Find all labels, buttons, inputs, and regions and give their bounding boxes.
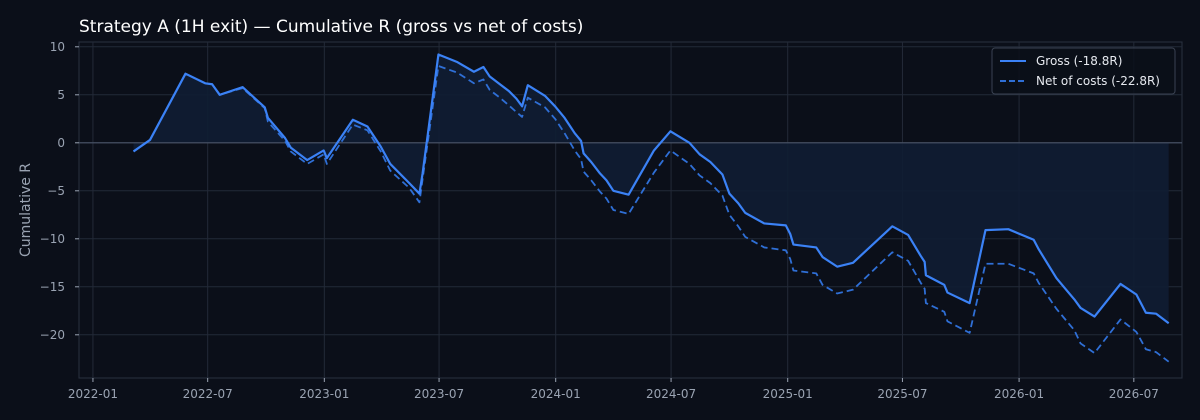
x-tick-label: 2026-01 bbox=[994, 387, 1044, 401]
legend-net-label: Net of costs (-22.8R) bbox=[1036, 74, 1160, 88]
x-tick-label: 2024-01 bbox=[531, 387, 581, 401]
x-tick-label: 2023-01 bbox=[299, 387, 349, 401]
gross-area-fill bbox=[133, 54, 1169, 324]
y-tick-label: −20 bbox=[40, 328, 65, 342]
net-series-line bbox=[133, 65, 1170, 363]
y-axis-label: Cumulative R bbox=[18, 163, 34, 257]
x-tick-label: 2023-07 bbox=[414, 387, 464, 401]
gross-series-line bbox=[132, 53, 1170, 325]
y-tick-label: −10 bbox=[40, 232, 65, 246]
y-tick-label: 5 bbox=[57, 88, 65, 102]
x-tick-label: 2022-01 bbox=[68, 387, 118, 401]
plot-area: 10 5 0 −5 −10 −15 −20 2022-01 2022-07 2023-01 2023… bbox=[40, 40, 1183, 401]
series-layer bbox=[132, 53, 1170, 363]
x-tick-label: 2024-07 bbox=[646, 387, 696, 401]
y-tick-label: 10 bbox=[50, 40, 65, 54]
x-tick-label: 2026-07 bbox=[1109, 387, 1159, 401]
legend-gross-label: Gross (-18.8R) bbox=[1036, 54, 1122, 68]
chart-title: Strategy A (1H exit) — Cumulative R (gro… bbox=[79, 17, 583, 37]
y-tick-label: 0 bbox=[57, 136, 65, 150]
y-tick-label: −15 bbox=[40, 280, 65, 294]
y-tick-label: −5 bbox=[47, 184, 65, 198]
x-tick-label: 2025-01 bbox=[763, 387, 813, 401]
legend: Gross (-18.8R) Net of costs (-22.8R) bbox=[991, 47, 1176, 95]
x-tick-label: 2025-07 bbox=[877, 387, 927, 401]
axis-ticks: 10 5 0 −5 −10 −15 −20 2022-01 2022-07 2023-01 2023… bbox=[40, 40, 1159, 401]
legend-box bbox=[991, 47, 1176, 95]
x-tick-label: 2022-07 bbox=[183, 387, 233, 401]
